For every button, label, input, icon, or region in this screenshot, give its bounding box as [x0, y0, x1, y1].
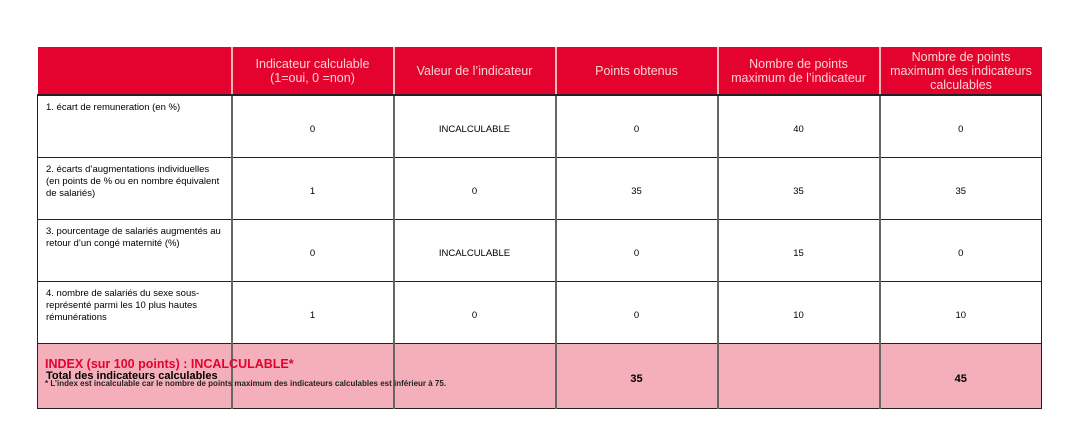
table-row: 2. écarts d’augmentations individuelles … [37, 157, 1042, 220]
row-label: Total des indicateurs calculables [37, 343, 232, 409]
header-cell: Nombre de points maximum de l’indicateur [716, 47, 880, 96]
total-row: Total des indicateurs calculables 35 45 [37, 343, 1042, 409]
table-cell [392, 343, 556, 409]
row-label: 1. écart de remuneration (en %) [37, 94, 232, 158]
row-label: 4. nombre de salariés du sexe sous-repré… [37, 281, 232, 344]
row-label: 3. pourcentage de salariés augmentés au … [37, 219, 232, 282]
table-cell [716, 343, 880, 409]
table-cell: INCALCULABLE [392, 94, 556, 158]
header-cell: Indicateur calculable (1=oui, 0 =non) [230, 47, 394, 96]
header-row: Indicateur calculable (1=oui, 0 =non) Va… [37, 47, 1042, 96]
index-result: INDEX (sur 100 points) : INCALCULABLE* [45, 357, 294, 371]
table-cell: 40 [716, 94, 880, 158]
row-label: 2. écarts d’augmentations individuelles … [37, 157, 232, 220]
table-cell: 35 [554, 343, 718, 409]
header-cell: Valeur de l’indicateur [392, 47, 556, 96]
table-cell: 0 [878, 219, 1042, 282]
table-cell: 45 [878, 343, 1042, 409]
table-cell: 10 [716, 281, 880, 344]
table-cell: 0 [230, 219, 394, 282]
indicators-table: Indicateur calculable (1=oui, 0 =non) Va… [37, 47, 1042, 409]
table-cell: 0 [554, 94, 718, 158]
table-cell: 10 [878, 281, 1042, 344]
header-cell: Nombre de points maximum des indicateurs… [878, 47, 1042, 96]
table-cell: 1 [230, 281, 394, 344]
table-cell: INCALCULABLE [392, 219, 556, 282]
table-cell: 1 [230, 157, 394, 220]
table-cell: 35 [554, 157, 718, 220]
table-row: 3. pourcentage de salariés augmentés au … [37, 219, 1042, 282]
table-cell: 15 [716, 219, 880, 282]
header-cell [37, 47, 232, 96]
table-cell: 35 [716, 157, 880, 220]
table-cell: 0 [554, 281, 718, 344]
table-cell: 0 [878, 94, 1042, 158]
table-cell: 0 [392, 157, 556, 220]
table-cell: 35 [878, 157, 1042, 220]
table-row: 4. nombre de salariés du sexe sous-repré… [37, 281, 1042, 344]
table-row: 1. écart de remuneration (en %) 0 INCALCUL… [37, 94, 1042, 158]
table-cell: 0 [554, 219, 718, 282]
table-cell: 0 [230, 94, 394, 158]
footnote: * L’index est incalculable car le nombre… [45, 379, 447, 388]
table-cell [230, 343, 394, 409]
header-cell: Points obtenus [554, 47, 718, 96]
table-cell: 0 [392, 281, 556, 344]
